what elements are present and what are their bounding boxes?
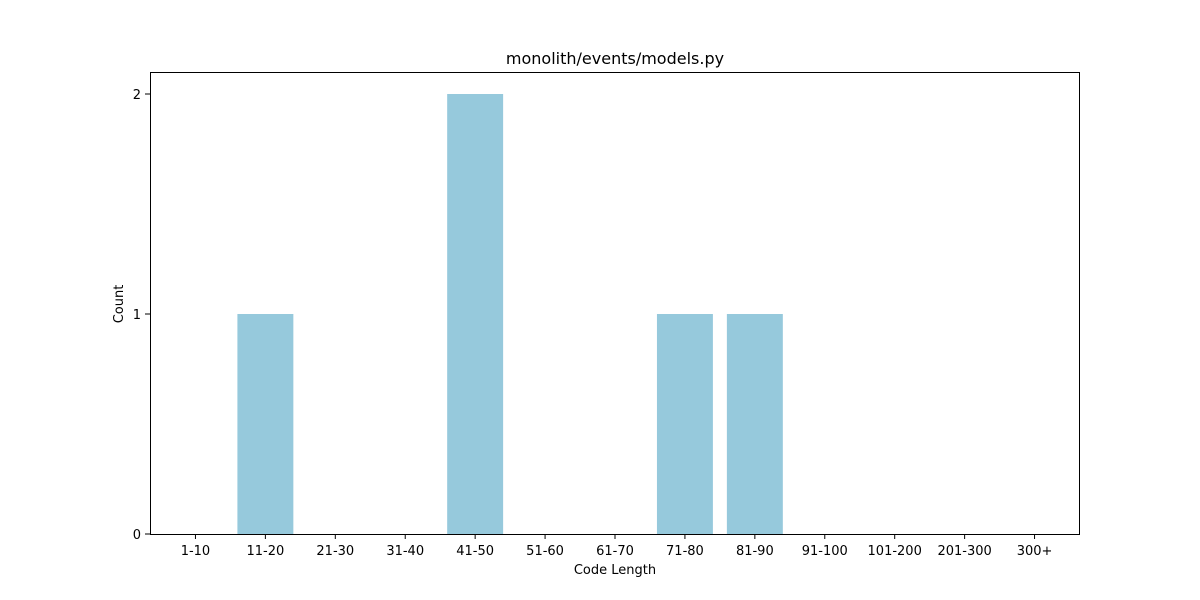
y-axis-ticks: 0 1 2 [133,88,150,543]
x-tick-label: 300+ [1017,544,1053,559]
x-tick-label: 61-70 [596,544,634,559]
x-tick-label: 101-200 [868,544,922,559]
bar-41-50 [447,94,504,534]
bar-11-20 [237,314,294,534]
x-tick-label: 81-90 [736,544,774,559]
x-axis-label: Code Length [574,563,656,578]
x-tick-label: 31-40 [386,544,424,559]
y-axis-label: Count [112,285,127,324]
x-tick-label: 21-30 [316,544,354,559]
bars-group [237,94,783,534]
bar-81-90 [726,314,783,534]
bar-71-80 [656,314,713,534]
x-tick-label: 71-80 [666,544,704,559]
y-tick-label: 1 [133,308,141,323]
x-tick-label: 201-300 [937,544,991,559]
x-tick-label: 51-60 [526,544,564,559]
x-tick-label: 91-100 [802,544,848,559]
x-tick-label: 11-20 [246,544,284,559]
x-axis-ticks: 1-10 11-20 21-30 31-40 41-50 51-60 61-70 71-80 8… [181,534,1053,559]
y-tick-label: 2 [133,88,141,103]
x-tick-label: 41-50 [456,544,494,559]
y-tick-label: 0 [133,528,141,543]
chart-title: monolith/events/models.py [506,49,724,68]
x-tick-label: 1-10 [181,544,211,559]
